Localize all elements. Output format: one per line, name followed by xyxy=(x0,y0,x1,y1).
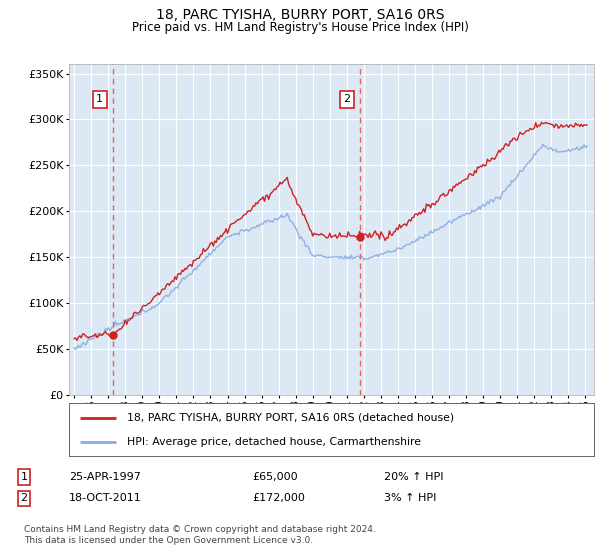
Text: 1: 1 xyxy=(20,472,28,482)
Text: HPI: Average price, detached house, Carmarthenshire: HPI: Average price, detached house, Carm… xyxy=(127,437,421,447)
Text: 1: 1 xyxy=(96,94,103,104)
Text: 25-APR-1997: 25-APR-1997 xyxy=(69,472,141,482)
Text: 18, PARC TYISHA, BURRY PORT, SA16 0RS (detached house): 18, PARC TYISHA, BURRY PORT, SA16 0RS (d… xyxy=(127,413,454,423)
Text: 18-OCT-2011: 18-OCT-2011 xyxy=(69,493,142,503)
Text: 18, PARC TYISHA, BURRY PORT, SA16 0RS: 18, PARC TYISHA, BURRY PORT, SA16 0RS xyxy=(156,8,444,22)
Text: £172,000: £172,000 xyxy=(252,493,305,503)
Text: £65,000: £65,000 xyxy=(252,472,298,482)
Text: Contains HM Land Registry data © Crown copyright and database right 2024.
This d: Contains HM Land Registry data © Crown c… xyxy=(24,525,376,545)
Text: 2: 2 xyxy=(343,94,350,104)
Text: 20% ↑ HPI: 20% ↑ HPI xyxy=(384,472,443,482)
Text: Price paid vs. HM Land Registry's House Price Index (HPI): Price paid vs. HM Land Registry's House … xyxy=(131,21,469,34)
Text: 2: 2 xyxy=(20,493,28,503)
Text: 3% ↑ HPI: 3% ↑ HPI xyxy=(384,493,436,503)
